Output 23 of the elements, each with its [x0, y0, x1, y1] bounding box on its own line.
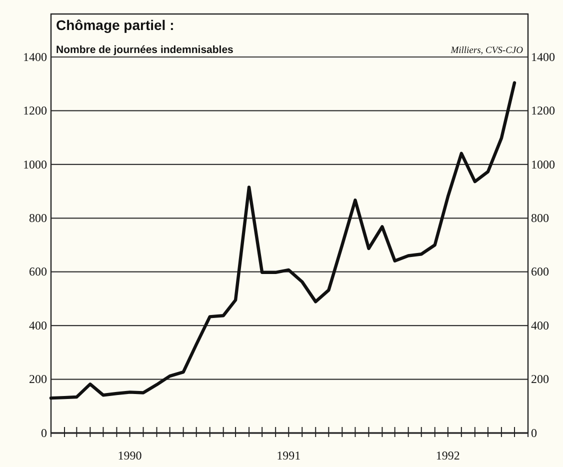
y-tick-label: 800	[29, 210, 47, 225]
line-series	[49, 81, 516, 400]
y2-tick-label: 1400	[531, 50, 555, 64]
y2-tick-label: 0	[531, 426, 537, 440]
x-tick-label: 1991	[276, 448, 301, 463]
y-tick-label: 1200	[23, 104, 47, 118]
y-tick-label: 400	[29, 318, 47, 332]
y2-tick-label: 600	[531, 264, 549, 279]
chart-title: Chômage partiel :	[56, 17, 174, 33]
y-tick-label: 200	[29, 372, 47, 386]
y-tick-label: 600	[29, 264, 47, 279]
y2-tick-label: 400	[531, 318, 549, 332]
y2-tick-label: 800	[531, 210, 549, 225]
y-tick-label: 0	[41, 426, 47, 440]
chart-subtitle: Nombre de journées indemnisables	[56, 44, 234, 56]
text: Milliers, CVS-CJO	[450, 46, 524, 56]
y-tick-label: 1000	[23, 157, 47, 172]
x-tick-label: 1990	[118, 448, 142, 463]
y2-tick-label: 1200	[531, 104, 555, 118]
x-tick-label: 1992	[436, 448, 460, 463]
y2-tick-label: 200	[531, 372, 549, 386]
y-tick-label: 1400	[23, 50, 47, 64]
y2-tick-label: 1000	[531, 157, 555, 172]
